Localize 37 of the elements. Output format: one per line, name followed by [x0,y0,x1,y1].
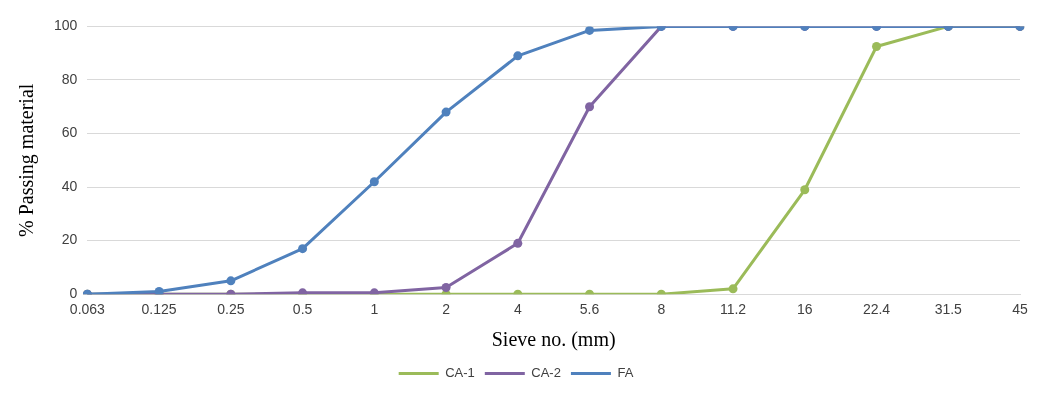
x-axis-title: Sieve no. (mm) [491,328,616,352]
point [369,177,379,187]
point [585,26,595,35]
point [585,102,595,112]
x-tick-label: 16 [796,301,813,318]
x-tick-label: 4 [513,301,522,318]
point [441,283,451,293]
x-tick-label: 22.4 [862,301,891,318]
point [298,244,308,254]
x-tick-label: 5.6 [579,301,600,318]
x-tick-label: 11.2 [719,301,747,318]
point [441,107,451,117]
y-tick-label: 20 [61,231,78,248]
x-tick-label: 31.5 [934,301,963,318]
legend-label: FA [617,365,634,381]
y-tick-label: 40 [61,177,78,194]
x-tick-label: 8 [657,301,666,318]
x-tick-label: 0.063 [69,301,106,318]
y-axis-title: % Passing material [15,83,39,237]
x-tick-label: 2 [442,301,451,318]
x-tick-label: 1 [370,301,379,318]
point [226,276,236,286]
point [513,238,523,248]
y-tick-label: 80 [61,70,78,87]
point [728,284,738,294]
x-tick-label: 0.5 [292,301,313,318]
point [513,51,523,61]
point [800,185,810,195]
legend-label: CA-1 [445,365,475,381]
x-tick-label: 45 [1012,301,1028,318]
y-tick-label: 100 [54,17,78,34]
y-tick-label: 60 [61,124,78,141]
x-tick-label: 0.25 [217,301,245,318]
legend-label: CA-2 [531,365,561,381]
x-tick-label: 0.125 [141,301,177,318]
point [872,41,882,51]
y-tick-label: 0 [69,285,78,302]
